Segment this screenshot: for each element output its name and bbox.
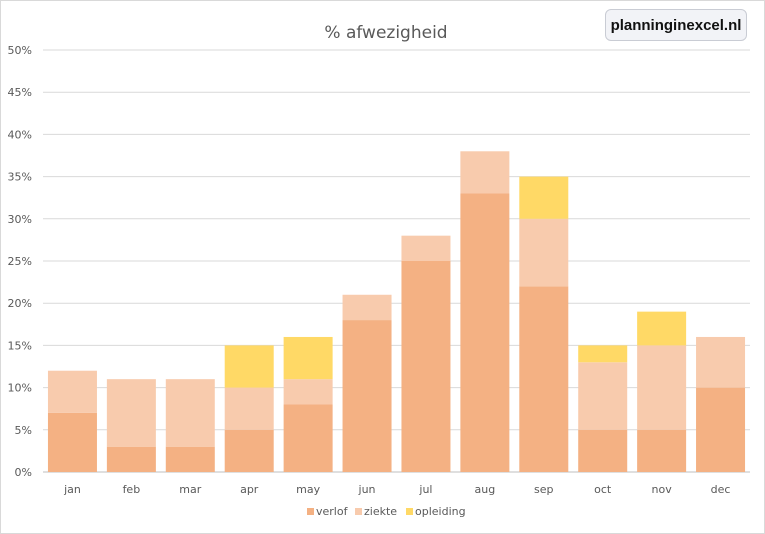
x-tick-label: sep (534, 483, 553, 496)
x-tick-label: dec (711, 483, 731, 496)
bar-verlof-dec (696, 387, 746, 472)
bar-ziekte-feb (106, 379, 156, 447)
site-badge: planninginexcel.nl (605, 9, 747, 41)
x-tick-label: apr (240, 483, 259, 496)
y-tick-label: 30% (8, 213, 32, 226)
x-tick-label: jul (418, 483, 432, 496)
bar-verlof-mar (165, 446, 215, 472)
x-tick-label: oct (594, 483, 612, 496)
bar-verlof-oct (578, 429, 628, 472)
bar-verlof-jun (342, 320, 392, 472)
y-tick-label: 50% (8, 44, 32, 57)
legend-label-verlof: verlof (316, 505, 349, 518)
bar-ziekte-may (283, 379, 333, 405)
x-tick-label: jun (358, 483, 376, 496)
legend-label-ziekte: ziekte (364, 505, 397, 518)
bar-opleiding-sep (519, 176, 569, 219)
y-tick-label: 10% (8, 382, 32, 395)
bar-ziekte-oct (578, 362, 628, 430)
bar-ziekte-jan (47, 370, 97, 413)
y-tick-label: 40% (8, 128, 32, 141)
legend-swatch-verlof (307, 508, 314, 515)
legend-swatch-opleiding (406, 508, 413, 515)
y-tick-label: 25% (8, 255, 32, 268)
bar-verlof-sep (519, 286, 569, 472)
x-tick-label: may (296, 483, 320, 496)
bar-verlof-jul (401, 261, 451, 472)
bar-verlof-nov (637, 429, 687, 472)
legend-label-opleiding: opleiding (415, 505, 466, 518)
bars (47, 151, 746, 473)
bar-ziekte-jun (342, 294, 392, 321)
x-tick-label: feb (123, 483, 141, 496)
bar-verlof-aug (460, 193, 510, 473)
bar-opleiding-apr (224, 345, 274, 388)
bar-ziekte-sep (519, 218, 569, 287)
bar-verlof-jan (47, 412, 97, 472)
bar-ziekte-mar (165, 379, 215, 447)
x-tick-label: aug (475, 483, 496, 496)
x-tick-label: nov (652, 483, 673, 496)
y-tick-label: 0% (15, 466, 32, 479)
bar-opleiding-nov (637, 311, 687, 346)
bar-verlof-feb (106, 446, 156, 472)
x-axis: jan feb mar apr may jun jul aug sep oct nov dec (63, 483, 730, 496)
chart-title: % afwezigheid (324, 23, 447, 43)
legend: verlof ziekte opleiding (307, 505, 466, 518)
y-axis: 0% 5% 10% 15% 20% 25% 30% 35% 40% 45% 50% (8, 44, 32, 479)
legend-swatch-ziekte (355, 508, 362, 515)
bar-ziekte-apr (224, 387, 274, 430)
y-tick-label: 35% (8, 171, 32, 184)
y-tick-label: 15% (8, 339, 32, 352)
y-tick-label: 45% (8, 86, 32, 99)
y-tick-label: 20% (8, 297, 32, 310)
bar-opleiding-oct (578, 345, 628, 363)
bar-ziekte-jul (401, 235, 451, 261)
bar-verlof-apr (224, 429, 274, 472)
bar-opleiding-may (283, 336, 333, 380)
bar-verlof-may (283, 404, 333, 472)
x-tick-label: mar (179, 483, 201, 496)
bar-ziekte-dec (696, 336, 746, 388)
bar-ziekte-aug (460, 151, 510, 194)
gridlines (43, 49, 750, 473)
y-tick-label: 5% (15, 424, 32, 437)
x-tick-label: jan (63, 483, 81, 496)
bar-ziekte-nov (637, 345, 687, 430)
